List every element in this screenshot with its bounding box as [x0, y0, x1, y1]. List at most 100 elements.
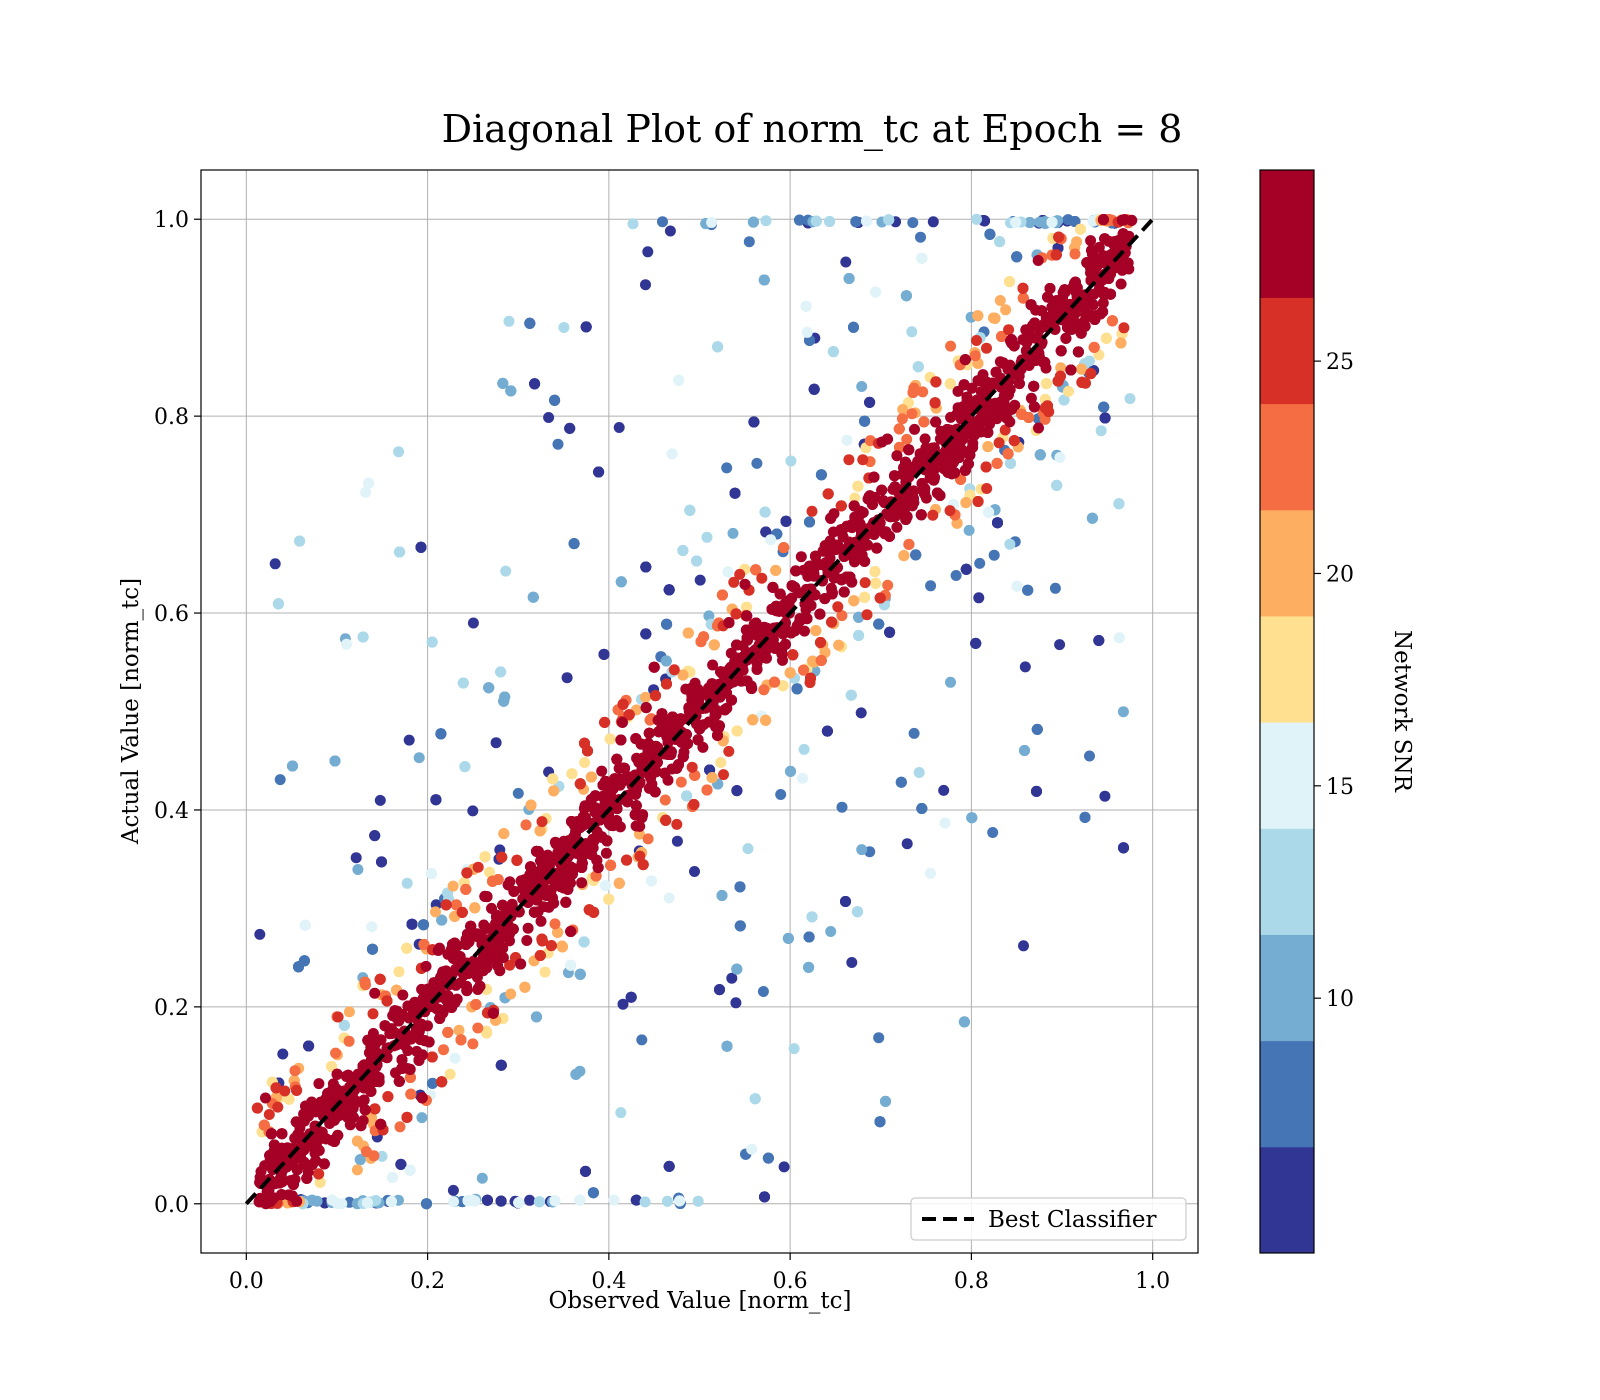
scatter-point	[495, 666, 507, 678]
scatter-point	[1017, 292, 1029, 304]
scatter-point	[898, 550, 910, 562]
scatter-point	[1099, 790, 1111, 802]
scatter-point	[548, 785, 560, 797]
scatter-point	[277, 1048, 289, 1060]
scatter-point	[657, 216, 668, 228]
scatter-point	[782, 932, 794, 944]
scatter-point	[758, 274, 770, 286]
scatter-point	[1055, 362, 1067, 374]
scatter-point	[757, 986, 769, 997]
scatter-point	[648, 661, 660, 673]
scatter-point	[387, 1172, 398, 1183]
scatter-point	[617, 717, 628, 728]
scatter-point	[969, 350, 981, 362]
scatter-point	[730, 608, 742, 620]
scatter-point	[369, 1103, 381, 1115]
scatter-point	[930, 416, 942, 428]
scatter-point	[640, 561, 652, 573]
scatter-point	[1028, 380, 1040, 392]
scatter-point	[361, 1197, 373, 1209]
scatter-point	[821, 725, 833, 737]
scatter-point	[675, 776, 687, 788]
scatter-point	[397, 989, 409, 1001]
scatter-point	[650, 690, 661, 702]
scatter-point	[479, 851, 491, 863]
scatter-point	[780, 515, 792, 527]
scatter-point	[1002, 448, 1014, 460]
scatter-point	[531, 1011, 542, 1023]
scatter-point	[682, 627, 694, 639]
scatter-point	[880, 1095, 891, 1107]
scatter-point	[646, 875, 657, 887]
scatter-point	[566, 768, 578, 780]
scatter-point	[853, 630, 865, 641]
scatter-point	[840, 256, 852, 268]
scatter-point	[741, 610, 753, 622]
scatter-point	[873, 618, 885, 630]
scatter-point	[593, 466, 605, 478]
scatter-point	[1040, 378, 1052, 390]
scatter-point	[350, 852, 362, 864]
scatter-point	[884, 626, 896, 638]
scatter-point	[1062, 322, 1073, 333]
scatter-point	[999, 424, 1011, 436]
scatter-point	[659, 794, 671, 806]
scatter-point	[1093, 635, 1105, 646]
scatter-point	[434, 942, 445, 954]
scatter-point	[1080, 310, 1092, 321]
scatter-point	[894, 441, 905, 453]
scatter-point	[841, 520, 853, 532]
scatter-point	[908, 727, 920, 739]
scatter-point	[343, 1006, 355, 1018]
scatter-point	[564, 422, 576, 434]
scatter-point	[1069, 248, 1081, 260]
scatter-point	[1118, 842, 1129, 854]
scatter-point	[951, 517, 963, 529]
scatter-point	[1032, 255, 1044, 266]
scatter-point	[716, 589, 728, 601]
scatter-point	[608, 1194, 620, 1206]
scatter-point	[481, 1194, 493, 1206]
scatter-point	[1115, 337, 1127, 349]
scatter-point	[331, 1198, 343, 1209]
scatter-point	[1085, 368, 1097, 380]
scatter-point	[856, 381, 868, 392]
scatter-point	[313, 1145, 325, 1156]
scatter-point	[351, 1135, 363, 1147]
scatter-point	[604, 733, 616, 745]
scatter-point	[859, 577, 871, 589]
scatter-point	[1034, 449, 1046, 461]
scatter-point	[909, 423, 920, 435]
scatter-point	[460, 883, 472, 895]
scatter-point	[414, 1034, 426, 1045]
scatter-point	[1049, 582, 1061, 594]
scatter-point	[385, 1196, 397, 1208]
scatter-point	[835, 500, 847, 512]
scatter-point	[1097, 297, 1109, 309]
scatter-point	[804, 516, 815, 528]
scatter-point	[601, 835, 613, 847]
scatter-point	[1004, 538, 1016, 550]
scatter-point	[931, 487, 943, 499]
scatter-point	[418, 919, 429, 931]
scatter-point	[521, 935, 533, 946]
scatter-point	[869, 566, 881, 577]
scatter-point	[895, 776, 907, 788]
scatter-point	[815, 637, 826, 648]
scatter-point	[416, 1112, 428, 1124]
scatter-point	[691, 555, 703, 567]
scatter-point	[866, 492, 878, 504]
scatter-point	[684, 704, 696, 716]
scatter-point	[529, 378, 541, 390]
scatter-point	[794, 214, 805, 226]
scatter-point	[427, 1077, 438, 1089]
scatter-point	[887, 483, 899, 495]
scatter-point	[1117, 706, 1129, 718]
scatter-point	[803, 931, 815, 943]
scatter-point	[743, 236, 755, 248]
scatter-point	[721, 1040, 733, 1052]
scatter-point	[1042, 291, 1054, 303]
scatter-point	[1099, 412, 1111, 424]
scatter-point	[578, 936, 590, 948]
